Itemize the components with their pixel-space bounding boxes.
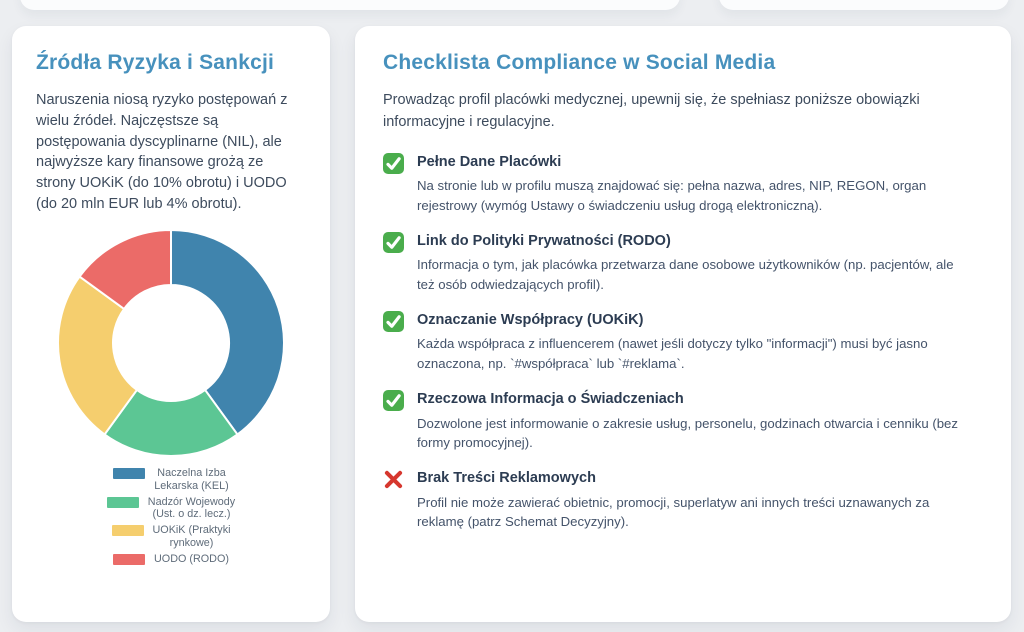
check-icon [383, 389, 404, 411]
checklist-item-title: Link do Polityki Prywatności (RODO) [417, 232, 671, 249]
legend-label: UOKiK (Praktyki rynkowe) [152, 524, 231, 550]
legend-swatch [111, 525, 144, 537]
risk-sources-card: Źródła Ryzyka i Sankcji Naruszenia niosą… [12, 26, 330, 622]
checklist-item: Pełne Dane Placówki Na stronie lub w pro… [383, 152, 983, 215]
checklist-item: Oznaczanie Współpracy (UOKiK) Każda wspó… [383, 310, 983, 373]
x-icon [383, 469, 404, 490]
check-icon [383, 152, 404, 174]
previous-card-bottom-right [719, 0, 1009, 10]
legend-label: Naczelna Izba Lekarska (KEL) [154, 466, 229, 492]
donut-chart[interactable] [55, 227, 287, 459]
checklist-item: Link do Polityki Prywatności (RODO) Info… [383, 231, 983, 294]
donut-slice[interactable] [170, 228, 285, 436]
checklist-item-title: Oznaczanie Współpracy (UOKiK) [417, 311, 644, 328]
legend-swatch [113, 467, 146, 479]
checklist-item-title: Pełne Dane Placówki [417, 153, 562, 170]
compliance-checklist-card: Checklista Compliance w Social Media Pro… [355, 26, 1011, 622]
legend-swatch [106, 496, 139, 508]
checklist-item: Rzeczowa Informacja o Świadczeniach Dozw… [383, 389, 983, 452]
previous-card-bottom-left [20, 0, 680, 10]
donut-chart-area [36, 227, 306, 459]
checklist-item-description: Dozwolone jest informowanie o zakresie u… [417, 415, 958, 450]
checklist-item-description: Na stronie lub w profilu muszą znajdować… [417, 178, 927, 213]
legend-item[interactable]: Nadzór Wojewody (Ust. o dz. lecz.) [106, 495, 236, 522]
checklist-item-description: Profil nie może zawierać obietnic, promo… [417, 494, 930, 529]
check-icon [383, 310, 404, 332]
legend-label: Nadzór Wojewody (Ust. o dz. lecz.) [147, 495, 236, 521]
legend-item[interactable]: Naczelna Izba Lekarska (KEL) [113, 466, 229, 493]
checklist-item: Brak Treści Reklamowych Profil nie może … [383, 469, 983, 531]
risk-card-title: Źródła Ryzyka i Sankcji [36, 51, 275, 74]
checklist-item-description: Każda współpraca z influencerem (nawet j… [417, 336, 928, 371]
legend-label: UODO (RODO) [154, 553, 229, 566]
checklist-card-title: Checklista Compliance w Social Media [383, 51, 776, 74]
risk-card-description: Naruszenia niosą ryzyko postępowań z wie… [36, 92, 288, 212]
donut-slice[interactable] [103, 388, 239, 457]
chart-legend: Naczelna Izba Lekarska (KEL) Nadzór Wojewo… [36, 467, 306, 567]
donut-slice[interactable] [78, 228, 172, 310]
checklist-intro: Prowadząc profil placówki medycznej, upe… [383, 92, 920, 130]
checklist-item-title: Rzeczowa Informacja o Świadczeniach [417, 390, 684, 407]
legend-swatch [113, 554, 145, 566]
legend-item[interactable]: UODO (RODO) [113, 553, 229, 566]
check-icon [383, 231, 404, 253]
checklist-item-description: Informacja o tym, jak placówka przetwarz… [417, 257, 954, 292]
checklist: Pełne Dane Placówki Na stronie lub w pro… [383, 152, 983, 531]
donut-slice[interactable] [57, 275, 138, 436]
legend-item[interactable]: UOKiK (Praktyki rynkowe) [111, 524, 231, 550]
checklist-item-title: Brak Treści Reklamowych [417, 470, 596, 487]
